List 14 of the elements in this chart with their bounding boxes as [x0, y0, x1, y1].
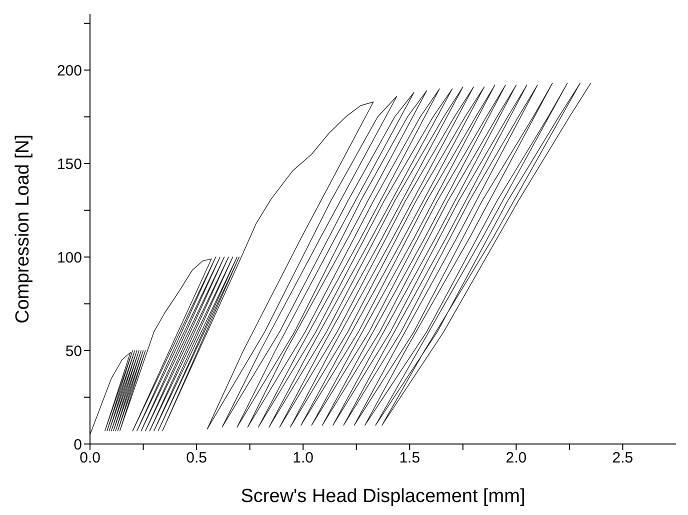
y-tick-label: 50: [65, 342, 82, 360]
line-series: [90, 82, 592, 435]
x-tick-label: 2.0: [506, 450, 527, 467]
x-tick-label: 0.5: [186, 450, 207, 467]
y-axis-title: Compression Load [N]: [12, 134, 34, 324]
y-tick-label: 200: [56, 62, 82, 80]
y-tick-label: 0: [74, 436, 82, 454]
x-tick-label: 1.0: [292, 450, 314, 467]
x-tick-label: 1.5: [399, 450, 420, 467]
x-axis-title: Screw's Head Displacement [mm]: [240, 486, 526, 507]
x-tick-label: 2.5: [612, 450, 634, 467]
x-tick-label: 0.0: [80, 450, 100, 467]
y-tick-label: 100: [56, 249, 82, 266]
y-tick-label: 150: [56, 156, 82, 173]
